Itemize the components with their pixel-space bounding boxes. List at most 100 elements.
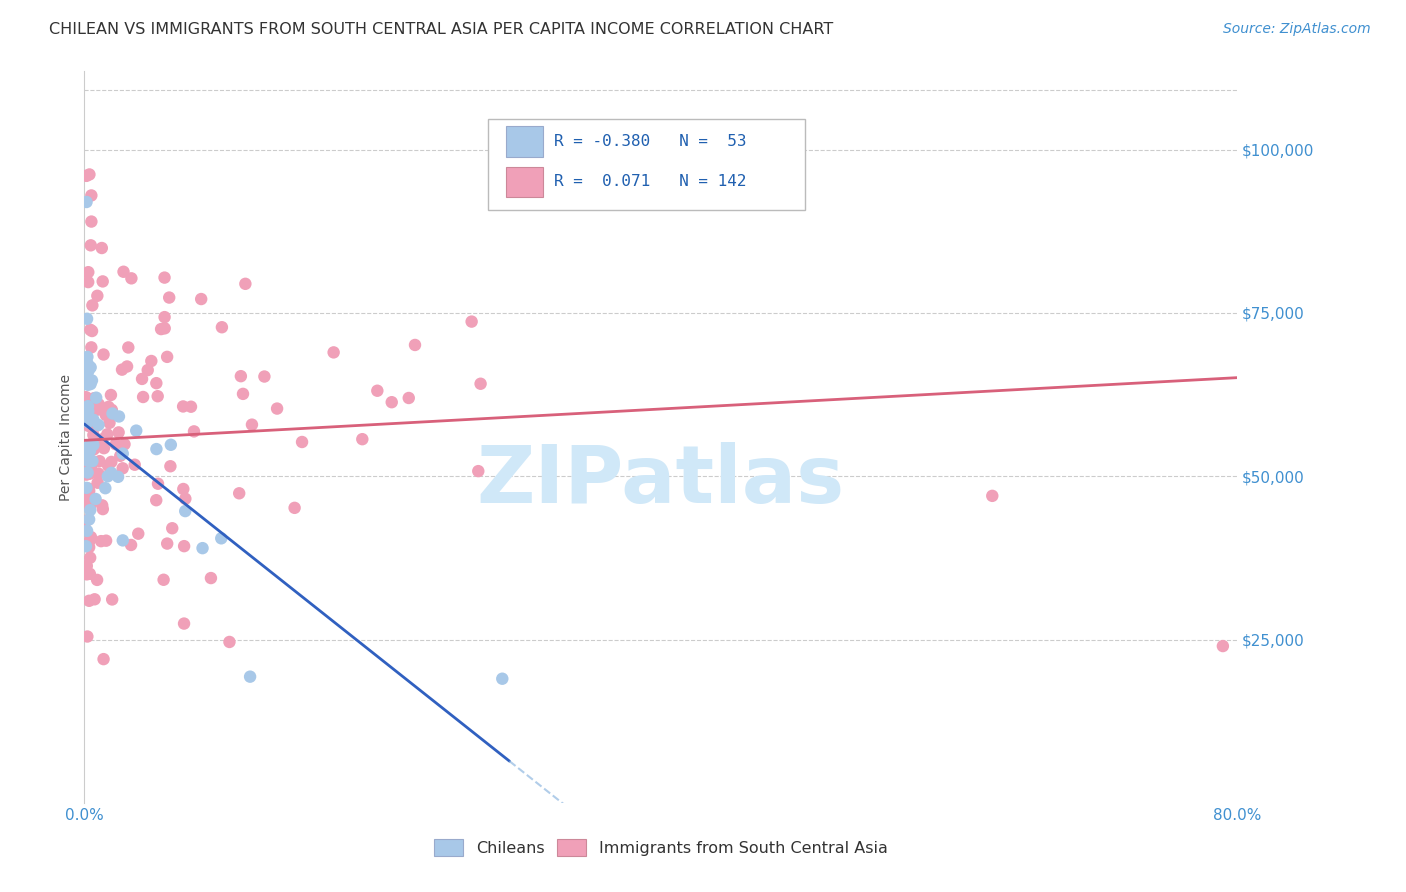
Point xyxy=(77,456,100,470)
Point xyxy=(146,476,169,491)
Point xyxy=(90,241,112,255)
Point xyxy=(145,493,167,508)
Point xyxy=(90,534,112,549)
Point xyxy=(101,592,124,607)
Point xyxy=(76,513,98,527)
Point xyxy=(266,401,288,416)
Point xyxy=(75,373,97,387)
Point xyxy=(76,524,98,538)
Point xyxy=(76,412,98,426)
Point xyxy=(253,369,276,384)
Point xyxy=(112,265,135,279)
Point xyxy=(75,402,97,417)
Point xyxy=(284,500,307,515)
Point xyxy=(115,359,138,374)
FancyBboxPatch shape xyxy=(506,127,543,157)
Point xyxy=(79,377,101,392)
Point xyxy=(79,503,101,517)
Point xyxy=(76,408,98,422)
Point xyxy=(89,454,111,468)
Point xyxy=(76,442,98,456)
Point xyxy=(152,573,174,587)
Point xyxy=(82,428,104,442)
Point xyxy=(183,425,205,439)
Point xyxy=(76,410,98,425)
Point xyxy=(93,347,115,361)
Point xyxy=(211,320,233,334)
Point xyxy=(218,635,240,649)
Point xyxy=(460,315,482,329)
Point xyxy=(76,362,98,376)
Point xyxy=(77,454,100,468)
Point xyxy=(76,311,98,326)
Point xyxy=(120,271,142,285)
Point xyxy=(87,397,110,411)
Point xyxy=(79,500,101,514)
Point xyxy=(82,438,104,452)
Point xyxy=(235,277,257,291)
Point xyxy=(173,539,195,553)
Point xyxy=(75,467,97,482)
Point xyxy=(86,573,108,587)
Point xyxy=(79,467,101,481)
Point xyxy=(96,427,118,442)
Legend: Chileans, Immigrants from South Central Asia: Chileans, Immigrants from South Central … xyxy=(429,835,893,861)
Point xyxy=(80,188,103,202)
Point xyxy=(76,442,98,456)
Point xyxy=(77,371,100,385)
Point xyxy=(77,594,100,608)
Y-axis label: Per Capita Income: Per Capita Income xyxy=(59,374,73,500)
Point xyxy=(77,418,100,433)
Point xyxy=(91,274,114,288)
Point xyxy=(76,350,98,364)
Point xyxy=(75,402,97,417)
Point xyxy=(76,558,98,573)
Point xyxy=(467,464,489,478)
Point xyxy=(80,214,103,228)
Point xyxy=(77,540,100,554)
Point xyxy=(80,459,103,474)
Point xyxy=(77,363,100,377)
Point xyxy=(91,499,114,513)
Point xyxy=(172,400,194,414)
Point xyxy=(75,481,97,495)
Point xyxy=(77,445,100,459)
Point xyxy=(322,345,344,359)
Point xyxy=(174,491,197,506)
Point xyxy=(160,438,183,452)
Point xyxy=(77,415,100,429)
Point xyxy=(94,481,117,495)
Point xyxy=(94,408,117,422)
Point xyxy=(83,592,105,607)
Point xyxy=(141,354,163,368)
Point xyxy=(79,550,101,565)
Point xyxy=(77,275,100,289)
Point xyxy=(132,390,155,404)
Point xyxy=(87,417,110,432)
Point xyxy=(76,194,98,209)
Point xyxy=(228,486,250,500)
Point xyxy=(80,455,103,469)
Point xyxy=(76,368,98,382)
Point xyxy=(98,416,121,430)
Point xyxy=(87,402,110,417)
Point xyxy=(75,539,97,553)
Point xyxy=(107,470,129,484)
Point xyxy=(79,566,101,581)
Point xyxy=(381,395,404,409)
Text: ZIPatlas: ZIPatlas xyxy=(477,442,845,520)
Point xyxy=(127,526,149,541)
Point xyxy=(79,168,101,182)
Point xyxy=(77,265,100,279)
Point xyxy=(79,323,101,337)
Point xyxy=(80,374,103,388)
Point xyxy=(97,458,120,473)
Point xyxy=(82,454,104,468)
Point xyxy=(209,531,232,545)
Point xyxy=(107,425,129,440)
Point xyxy=(239,670,262,684)
Point xyxy=(76,466,98,480)
Point xyxy=(291,435,314,450)
Point xyxy=(94,533,117,548)
Point xyxy=(77,440,100,454)
